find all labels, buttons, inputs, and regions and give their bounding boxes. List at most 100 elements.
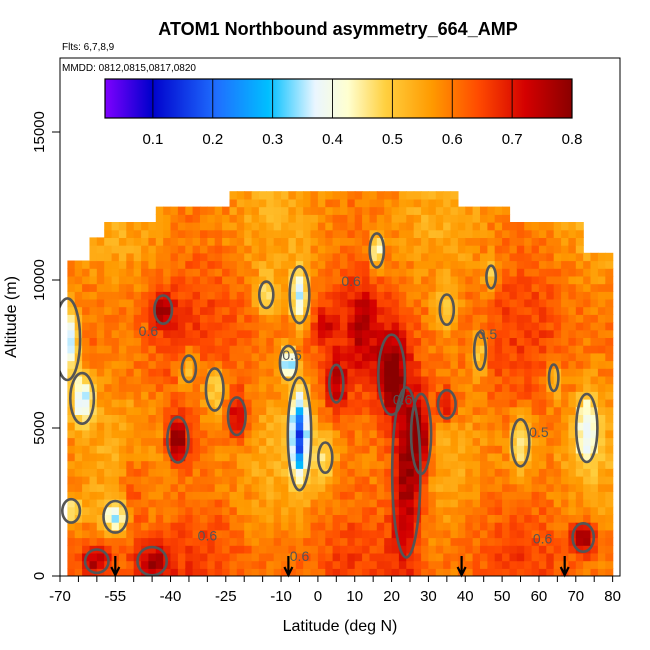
heat-cell-2125 [391,476,400,485]
heat-cell-1959 [362,214,371,223]
heat-cell-3049 [531,476,540,485]
heat-cell-1679 [325,445,334,454]
heat-cell-2449 [435,291,444,300]
heat-cell-357 [126,506,135,515]
heat-cell-1938 [362,375,371,385]
heat-cell-2501 [443,275,452,285]
heat-cell-1853 [347,260,356,269]
heat-cell-3334 [575,406,584,415]
heat-cell-1565 [310,552,319,562]
heat-cell-3072 [531,298,540,308]
heat-cell-654 [170,375,179,385]
colorbar-label-2: 0.3 [262,131,283,148]
heat-cell-2656 [465,222,474,231]
heat-cell-2982 [516,283,525,292]
heat-cell-1032 [229,422,238,431]
heat-cell-1069 [236,522,245,531]
heat-cell-2093 [384,337,393,346]
heat-cell-520 [148,314,157,323]
heat-cell-921 [214,537,223,546]
heat-cell-3242 [561,406,570,415]
heat-cell-14 [67,460,76,469]
heat-cell-1499 [295,291,304,300]
heat-cell-230 [104,422,113,431]
heat-cell-1487 [295,383,304,392]
heat-cell-809 [192,291,201,300]
heat-cell-604 [163,391,172,400]
heat-cell-2160 [391,206,400,215]
heat-cell-2435 [435,399,444,408]
heat-cell-2677 [472,429,481,439]
heat-cell-637 [170,506,179,515]
heat-cell-729 [185,537,194,546]
heat-cell-626 [163,222,172,231]
heat-cell-3209 [553,306,562,315]
heat-cell-2200 [398,283,407,292]
heat-cell-2172 [398,499,407,508]
heat-cell-366 [126,437,135,446]
heat-cell-2193 [398,337,407,346]
heat-cell-650 [170,406,179,415]
heat-cell-1241 [258,352,267,362]
heat-cell-2173 [398,491,407,500]
heat-cell-2659 [472,568,481,576]
heat-cell-340 [118,283,127,292]
heat-cell-890 [207,406,216,415]
heat-cell-2804 [494,560,503,569]
heat-cell-184 [96,437,105,446]
heat-cell-1895 [354,322,363,331]
heat-cell-2077 [384,460,393,469]
heat-cell-3107 [538,383,547,392]
heat-cell-3455 [597,476,606,485]
heat-cell-990 [222,375,231,385]
heat-cell-1399 [281,291,290,300]
heat-cell-2246 [406,314,415,323]
heat-cell-2320 [421,514,430,523]
heat-cell-2460 [435,206,444,215]
heat-cell-3500 [605,452,614,462]
heat-cell-1042 [229,345,238,354]
heat-cell-1786 [340,391,348,400]
heat-cell-2052 [376,268,385,277]
heat-cell-1057 [229,229,238,238]
heat-cell-842 [200,406,208,415]
heat-cell-896 [207,360,216,369]
heat-cell-1921 [362,506,371,515]
heat-cell-541 [155,506,164,515]
heat-cell-2649 [465,275,474,285]
heat-cell-2493 [443,337,452,346]
heat-cell-730 [185,529,194,539]
heat-cell-1036 [229,391,238,400]
heat-cell-3475 [597,322,606,331]
heat-cell-3139 [546,491,555,500]
heat-cell-1557 [303,229,312,238]
heat-cell-2701 [472,245,481,254]
heat-cell-58 [74,437,83,446]
heat-cell-1612 [310,191,319,200]
contour-label-8: 0.6 [393,391,413,407]
heat-cell-1651 [317,275,326,285]
heat-cell-706 [177,345,186,354]
heat-cell-2681 [472,399,481,408]
heat-cell-7 [67,514,76,523]
heat-cell-612 [163,329,172,338]
heat-cell-1837 [347,383,356,392]
heat-cell-1359 [273,214,282,223]
heat-cell-1629 [317,445,326,454]
heat-cell-2594 [457,329,466,338]
heat-cell-2087 [384,383,393,392]
heat-cell-1532 [303,422,312,431]
heat-cell-314 [118,483,127,492]
heat-cell-2602 [457,268,466,277]
heat-cell-892 [207,391,216,400]
heat-cell-2597 [457,306,466,315]
heat-cell-3005 [524,460,533,469]
heat-cell-479 [141,275,150,285]
heat-cell-493 [148,522,157,531]
heat-cell-789 [192,445,201,454]
heat-cell-1296 [266,314,275,323]
heat-cell-480 [141,268,150,277]
heat-cell-273 [111,445,120,454]
contour-22 [485,264,498,290]
heat-cell-1598 [310,298,319,308]
